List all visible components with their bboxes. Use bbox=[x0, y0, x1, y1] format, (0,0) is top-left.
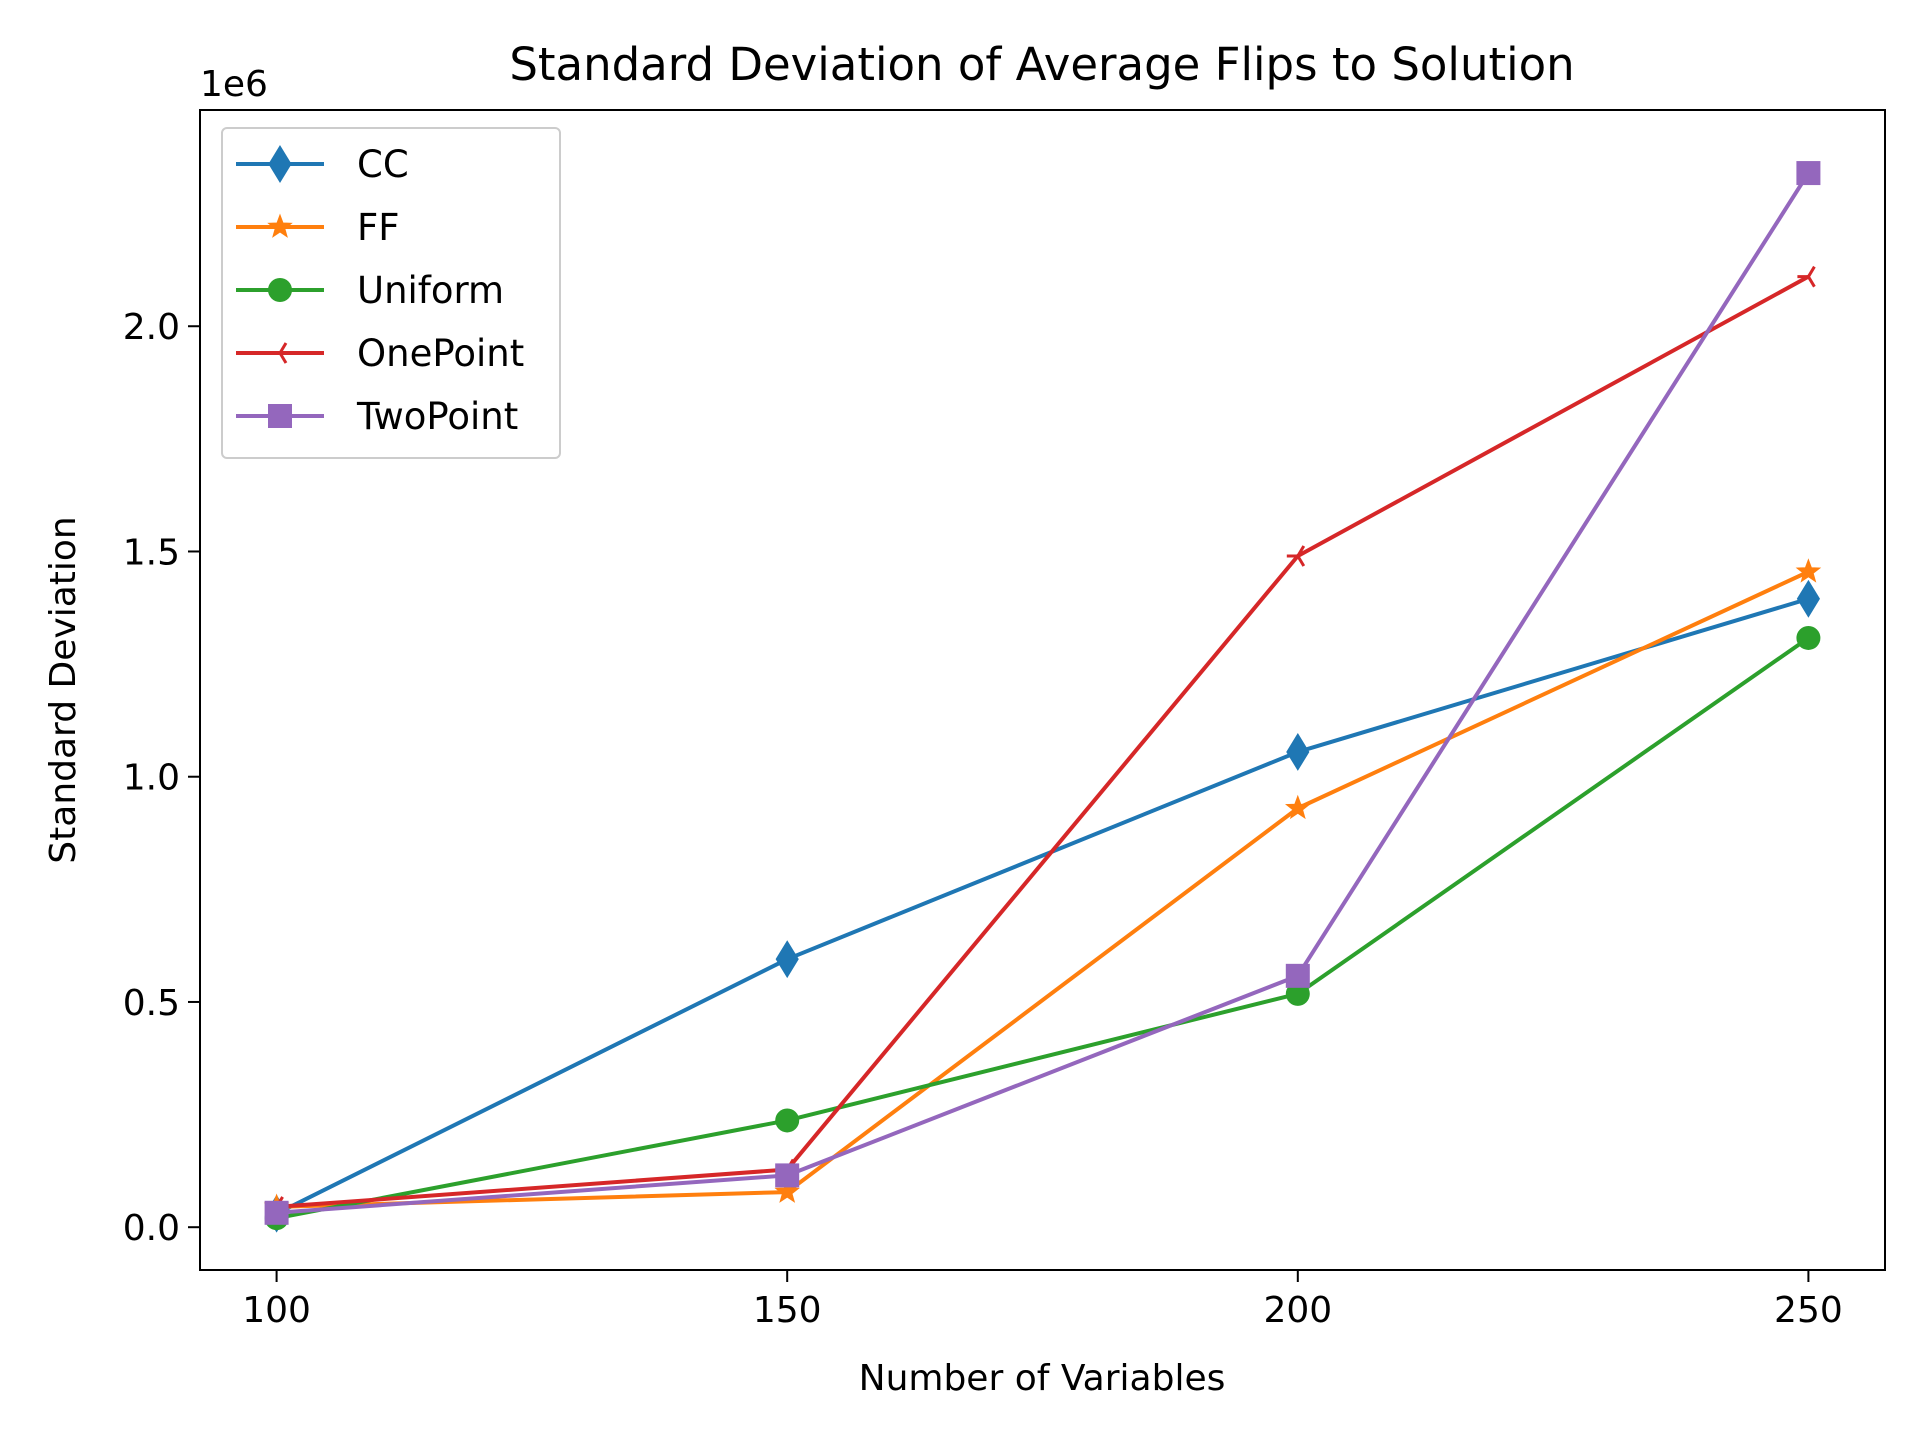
y-tick-label: 2.0 bbox=[123, 307, 180, 348]
y-tick-label: 1.0 bbox=[123, 758, 180, 799]
data-point-twopoint bbox=[1285, 963, 1310, 988]
series-line-uniform bbox=[276, 636, 1810, 1221]
y-tick-label: 1.5 bbox=[123, 532, 180, 573]
legend-item-uniform: Uniform bbox=[236, 269, 504, 312]
data-point-twopoint bbox=[264, 1200, 289, 1225]
chart-title: Standard Deviation of Average Flips to S… bbox=[509, 38, 1574, 91]
data-point-ff bbox=[1285, 794, 1311, 820]
legend-box bbox=[221, 127, 561, 459]
legend-marker-twopoint bbox=[268, 404, 292, 428]
legend-item-onepoint: OnePoint bbox=[236, 332, 524, 375]
y-axis-offset-label: 1e6 bbox=[200, 64, 268, 105]
legend-label-cc: CC bbox=[357, 143, 409, 186]
data-point-onepoint bbox=[1797, 265, 1816, 288]
legend-item-ff: FF bbox=[236, 206, 400, 249]
x-axis-label: Number of Variables bbox=[859, 1358, 1226, 1399]
data-point-twopoint bbox=[1796, 161, 1821, 186]
series-line-onepoint bbox=[276, 274, 1810, 1209]
legend-marker-onepoint bbox=[269, 342, 288, 364]
legend-label-ff: FF bbox=[357, 206, 400, 249]
legend-label-twopoint: TwoPoint bbox=[356, 395, 518, 438]
data-point-ff bbox=[1795, 558, 1822, 583]
data-point-cc bbox=[775, 940, 799, 979]
series-markers bbox=[263, 161, 1822, 1233]
legend-marker-cc bbox=[268, 145, 292, 183]
y-axis-ticks: 0.0 0.5 1.0 1.5 2.0 bbox=[123, 307, 200, 1249]
data-point-cc bbox=[1796, 579, 1820, 618]
legend-marker-ff bbox=[267, 213, 293, 238]
legend-item-cc: CC bbox=[236, 143, 409, 186]
data-point-cc bbox=[1286, 732, 1310, 771]
x-tick-label: 200 bbox=[1263, 1290, 1332, 1331]
axes-frame bbox=[199, 109, 1886, 1271]
x-tick-label: 250 bbox=[1774, 1290, 1843, 1331]
series-line-twopoint bbox=[276, 171, 1811, 1215]
data-point-onepoint bbox=[1286, 545, 1306, 567]
series-line-ff bbox=[276, 569, 1810, 1209]
y-tick-label: 0.0 bbox=[123, 1208, 180, 1249]
x-tick-label: 150 bbox=[753, 1290, 822, 1331]
legend: CC FF Uniform OnePoint TwoPoint bbox=[221, 127, 561, 459]
plot-area bbox=[199, 109, 1886, 1271]
x-axis-ticks: 100 150 200 250 bbox=[242, 1270, 1843, 1331]
series-line-cc bbox=[275, 596, 1809, 1216]
x-tick-label: 100 bbox=[242, 1290, 311, 1331]
legend-item-twopoint: TwoPoint bbox=[236, 395, 518, 438]
legend-label-uniform: Uniform bbox=[357, 269, 504, 312]
data-point-ff bbox=[774, 1178, 800, 1203]
data-point-uniform bbox=[775, 1108, 800, 1133]
y-axis-label: Standard Deviation bbox=[43, 516, 84, 863]
data-point-uniform bbox=[1796, 625, 1821, 650]
data-point-twopoint bbox=[775, 1163, 800, 1188]
y-tick-label: 0.5 bbox=[123, 983, 180, 1024]
series-lines bbox=[275, 171, 1811, 1221]
legend-marker-uniform bbox=[268, 278, 292, 302]
data-point-uniform bbox=[1285, 981, 1310, 1006]
legend-label-onepoint: OnePoint bbox=[357, 332, 524, 375]
